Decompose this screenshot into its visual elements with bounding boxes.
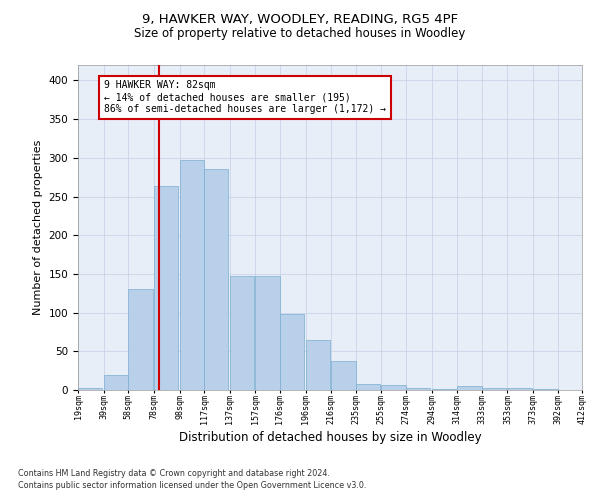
Y-axis label: Number of detached properties: Number of detached properties [33,140,43,315]
Bar [230,276,254,390]
Bar [128,290,152,390]
Bar [431,389,456,390]
Bar [356,384,380,390]
Bar [104,374,128,390]
Bar [154,186,178,390]
Text: Size of property relative to detached houses in Woodley: Size of property relative to detached ho… [134,28,466,40]
Bar [280,314,304,390]
X-axis label: Distribution of detached houses by size in Woodley: Distribution of detached houses by size … [179,431,481,444]
Text: Contains HM Land Registry data © Crown copyright and database right 2024.: Contains HM Land Registry data © Crown c… [18,468,330,477]
Bar [533,389,557,390]
Bar [382,386,406,390]
Bar [179,160,204,390]
Bar [78,388,103,390]
Bar [256,276,280,390]
Bar [508,388,532,390]
Text: Contains public sector information licensed under the Open Government Licence v3: Contains public sector information licen… [18,481,367,490]
Bar [482,388,506,390]
Text: 9, HAWKER WAY, WOODLEY, READING, RG5 4PF: 9, HAWKER WAY, WOODLEY, READING, RG5 4PF [142,12,458,26]
Bar [204,170,229,390]
Bar [331,362,356,390]
Bar [406,388,430,390]
Bar [305,340,330,390]
Text: 9 HAWKER WAY: 82sqm
← 14% of detached houses are smaller (195)
86% of semi-detac: 9 HAWKER WAY: 82sqm ← 14% of detached ho… [104,80,386,114]
Bar [457,386,482,390]
